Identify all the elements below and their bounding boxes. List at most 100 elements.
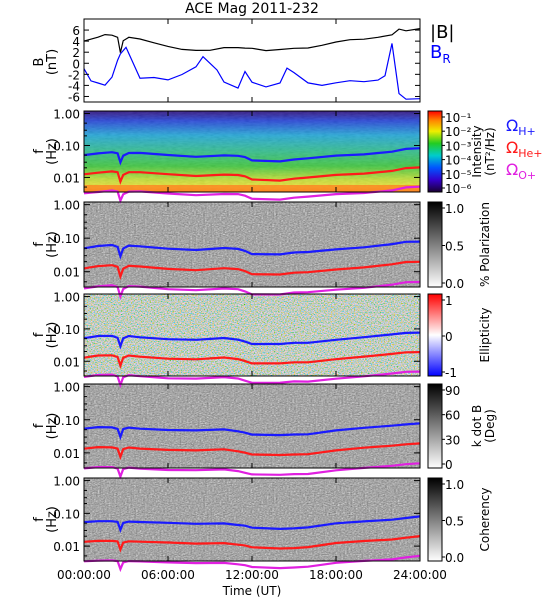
- f-ylabel: f: [32, 149, 47, 154]
- f-ytick-label: 0.01: [53, 266, 80, 280]
- f-ytick-label: 0.10: [53, 232, 80, 246]
- gyro-line-h: [83, 331, 421, 350]
- colorbar-tick-label: 0: [445, 458, 453, 472]
- panel-4-colorbar: [427, 383, 443, 469]
- gyro-line-o: [83, 554, 421, 573]
- colorbar-tick-label: 10⁻³: [445, 139, 472, 153]
- b-ytick-label: -4: [68, 79, 80, 93]
- f-ylabel-unit: (Hz): [45, 322, 60, 349]
- f-ytick-label: 0.01: [53, 355, 80, 369]
- f-ytick-label: 0.10: [53, 414, 80, 428]
- f-ytick-label: 0.01: [53, 447, 80, 461]
- f-ylabel-unit: (Hz): [45, 413, 60, 440]
- colorbar-tick-label: 10⁻⁵: [445, 168, 472, 182]
- colorbar-tick-label: 1: [445, 294, 453, 308]
- panel-backgrounds: [84, 19, 420, 561]
- gyro-line-he: [83, 442, 421, 461]
- colorbar-tick-label: 10⁻¹: [445, 111, 472, 125]
- colorbar-tick-label: 10⁻²: [445, 125, 472, 139]
- colorbar-tick-label: 60: [445, 409, 460, 423]
- colorbar-label: Intensity: [470, 125, 484, 177]
- f-ytick-label: 0.10: [53, 323, 80, 337]
- colorbar-tick-label: 0.5: [445, 515, 464, 529]
- f-ylabel-unit: (Hz): [45, 231, 60, 258]
- figure-title: ACE Mag 2011-232: [185, 1, 319, 17]
- colorbar-tick-label: 0.0: [445, 551, 464, 565]
- gyro-line-h: [83, 515, 421, 534]
- gyro-line-he: [83, 535, 421, 553]
- b-ylabel: B: [32, 58, 47, 67]
- colorbar-tick-label: 30: [445, 433, 460, 447]
- f-ytick-label: 1.00: [53, 108, 80, 122]
- data-lines: [83, 28, 421, 573]
- gyro-line-h: [83, 240, 421, 260]
- panel-2-colorbar: [427, 201, 443, 288]
- panel-1-colorbar: [427, 110, 443, 193]
- gyro-line-o: [83, 280, 421, 300]
- gyro-line-he: [83, 260, 421, 281]
- gyro-line-he: [83, 166, 421, 185]
- legend-bmag: |B|: [430, 22, 454, 43]
- x-tick-label: 24:00:00: [393, 568, 447, 582]
- colorbar-label-unit: (nT²/Hz): [483, 127, 497, 175]
- f-ylabel-unit: (Hz): [45, 138, 60, 165]
- series-line-bmag: [83, 28, 421, 53]
- series-line-br: [83, 43, 421, 100]
- colorbar-tick-label: 1.0: [445, 202, 464, 216]
- colorbar-label: k dot B: [470, 405, 484, 447]
- legend-omega-he: ΩHe+: [506, 138, 543, 160]
- b-ytick-label: 0: [72, 57, 80, 71]
- gyro-line-o: [83, 370, 421, 389]
- colorbar-tick-label: 1.0: [445, 478, 464, 492]
- f-ytick-label: 0.10: [53, 507, 80, 521]
- axis-text: 6420-2-4-6B(nT)|B|BR1.000.100.01f(Hz)10⁻…: [32, 22, 543, 598]
- colorbar-tick-label: 90: [445, 384, 460, 398]
- x-axis-label: Time (UT): [222, 584, 282, 598]
- axes: [83, 18, 445, 562]
- panel-2-texture: [84, 202, 420, 287]
- colorbar-label: Coherency: [478, 487, 492, 551]
- colorbar-tick-label: -1: [445, 366, 457, 380]
- x-tick-label: 06:00:00: [141, 568, 195, 582]
- panel-5-texture: [84, 478, 420, 561]
- colorbar-tick-label: 0.5: [445, 240, 464, 254]
- colorbar-tick-label: 0.0: [445, 277, 464, 291]
- f-ylabel: f: [32, 423, 47, 428]
- f-ylabel: f: [32, 332, 47, 337]
- b-ytick-label: -2: [68, 68, 80, 82]
- f-ylabel: f: [32, 242, 47, 247]
- gyro-line-he: [83, 351, 421, 370]
- f-ytick-label: 1.00: [53, 291, 80, 305]
- x-tick-label: 12:00:00: [225, 568, 279, 582]
- f-ytick-label: 1.00: [53, 381, 80, 395]
- b-ytick-label: -6: [68, 90, 80, 104]
- gyro-line-h: [83, 147, 421, 166]
- colorbar-tick-label: 10⁻⁶: [445, 182, 472, 196]
- b-ytick-label: 2: [72, 46, 80, 60]
- b-ytick-label: 4: [72, 35, 80, 49]
- x-tick-label: 00:00:00: [57, 568, 111, 582]
- gyro-line-o: [83, 185, 421, 204]
- colorbar-label-unit: (Deg): [483, 409, 497, 443]
- gyro-line-o: [83, 462, 421, 480]
- gyro-line-h: [83, 422, 421, 441]
- f-ytick-label: 0.10: [53, 139, 80, 153]
- f-ytick-label: 1.00: [53, 475, 80, 489]
- f-ytick-label: 0.01: [53, 540, 80, 554]
- legend-br: BR: [430, 42, 451, 66]
- f-ytick-label: 1.00: [53, 199, 80, 213]
- colorbar-tick-label: 10⁻⁴: [445, 154, 472, 168]
- b-ytick-label: 6: [72, 24, 80, 38]
- colorbar-tick-label: 0: [445, 330, 453, 344]
- legend-omega-o: ΩO+: [506, 160, 536, 182]
- f-ylabel: f: [32, 517, 47, 522]
- colorbar-label: Ellipticity: [478, 308, 492, 363]
- legend-omega-h: ΩH+: [506, 116, 536, 138]
- b-panel-bg: [84, 19, 420, 102]
- panel-5-colorbar: [427, 477, 443, 562]
- x-tick-label: 18:00:00: [309, 568, 363, 582]
- f-ytick-label: 0.01: [53, 171, 80, 185]
- f-ylabel-unit: (Hz): [45, 506, 60, 533]
- colorbar-label: % Polarization: [478, 202, 492, 287]
